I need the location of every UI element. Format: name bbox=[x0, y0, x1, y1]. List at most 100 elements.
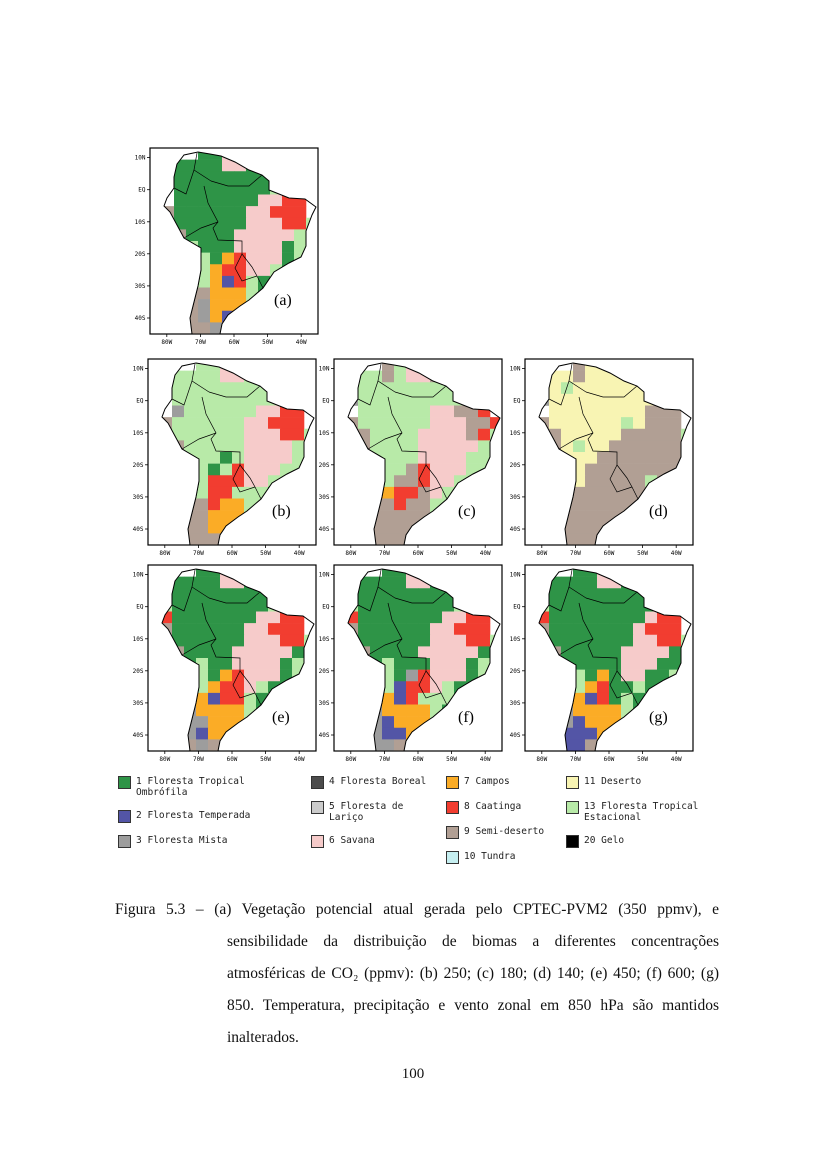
svg-text:70W: 70W bbox=[570, 756, 581, 763]
svg-text:40S: 40S bbox=[135, 315, 146, 322]
legend-color-swatch bbox=[446, 801, 459, 814]
svg-text:40W: 40W bbox=[480, 550, 491, 557]
svg-text:40S: 40S bbox=[133, 732, 144, 739]
legend-item-label: 6 Savana bbox=[329, 835, 375, 846]
legend-item-label: 5 Floresta de Lariço bbox=[329, 801, 404, 823]
panel-label-a: (a) bbox=[274, 292, 292, 309]
south-america-map-a: 10N EQ 10S 20S 30S 40S 80W 70W 60W 50W 40W (a) bbox=[135, 147, 319, 346]
south-america-map-f: 10N EQ 10S 20S 30S 40S 80W 70W 60W 50W 40W (f) bbox=[319, 564, 503, 763]
legend-item-label: 8 Caatinga bbox=[464, 801, 522, 812]
legend-color-swatch bbox=[446, 851, 459, 864]
legend-item-label: 9 Semi-deserto bbox=[464, 826, 545, 837]
svg-text:10S: 10S bbox=[133, 430, 144, 437]
svg-text:10N: 10N bbox=[510, 366, 521, 373]
svg-text:EQ: EQ bbox=[513, 604, 521, 611]
svg-text:60W: 60W bbox=[413, 756, 424, 763]
legend-item: 3 Floresta Mista bbox=[118, 835, 250, 848]
svg-text:60W: 60W bbox=[413, 550, 424, 557]
svg-text:20S: 20S bbox=[135, 251, 146, 258]
svg-text:60W: 60W bbox=[227, 756, 238, 763]
svg-text:80W: 80W bbox=[536, 550, 547, 557]
svg-text:10S: 10S bbox=[319, 636, 330, 643]
legend-item: 10 Tundra bbox=[446, 851, 544, 864]
svg-text:40S: 40S bbox=[510, 732, 521, 739]
svg-text:60W: 60W bbox=[604, 756, 615, 763]
svg-text:50W: 50W bbox=[262, 339, 273, 346]
svg-text:40W: 40W bbox=[294, 756, 305, 763]
south-america-map-g: 10N EQ 10S 20S 30S 40S 80W 70W 60W 50W 40W (g) bbox=[510, 564, 694, 763]
svg-text:10N: 10N bbox=[319, 572, 330, 579]
svg-text:70W: 70W bbox=[570, 550, 581, 557]
caption-line: atmosféricas de CO₂ (ppmv): (b) 250; (c)… bbox=[227, 965, 719, 982]
svg-text:EQ: EQ bbox=[513, 398, 521, 405]
svg-text:20S: 20S bbox=[510, 668, 521, 675]
svg-text:80W: 80W bbox=[536, 756, 547, 763]
svg-text:EQ: EQ bbox=[136, 398, 144, 405]
svg-text:50W: 50W bbox=[446, 756, 457, 763]
svg-text:60W: 60W bbox=[227, 550, 238, 557]
legend-column-4: 11 Deserto 13 Floresta Tropical Estacional… bbox=[566, 776, 698, 848]
legend-item: 9 Semi-deserto bbox=[446, 826, 544, 839]
svg-text:10N: 10N bbox=[133, 366, 144, 373]
svg-text:20S: 20S bbox=[133, 668, 144, 675]
svg-text:20S: 20S bbox=[319, 668, 330, 675]
svg-text:10N: 10N bbox=[133, 572, 144, 579]
svg-text:50W: 50W bbox=[446, 550, 457, 557]
map-panel-a: 10N EQ 10S 20S 30S 40S 80W 70W 60W 50W 40W (a) bbox=[124, 146, 324, 352]
panel-label-b: (b) bbox=[272, 503, 291, 520]
panel-label-e: (e) bbox=[272, 709, 290, 726]
legend-column-2: 4 Floresta Boreal 5 Floresta de Lariço 6 Sa… bbox=[311, 776, 426, 848]
legend-item: 6 Savana bbox=[311, 835, 426, 848]
svg-text:EQ: EQ bbox=[138, 187, 146, 194]
legend-item-label: 2 Floresta Temperada bbox=[136, 810, 251, 821]
svg-text:30S: 30S bbox=[319, 700, 330, 707]
svg-text:30S: 30S bbox=[133, 700, 144, 707]
svg-text:30S: 30S bbox=[135, 283, 146, 290]
legend-item: 13 Floresta Tropical Estacional bbox=[566, 801, 698, 823]
svg-text:80W: 80W bbox=[345, 756, 356, 763]
svg-text:50W: 50W bbox=[637, 550, 648, 557]
svg-text:10N: 10N bbox=[319, 366, 330, 373]
legend-color-swatch bbox=[566, 776, 579, 789]
svg-text:50W: 50W bbox=[637, 756, 648, 763]
legend-item-label: 10 Tundra bbox=[464, 851, 516, 862]
svg-text:10S: 10S bbox=[510, 636, 521, 643]
svg-text:40S: 40S bbox=[319, 732, 330, 739]
legend-color-swatch bbox=[118, 776, 131, 789]
caption-line: Figura 5.3 – (a) Vegetação potencial atu… bbox=[115, 901, 719, 918]
svg-text:30S: 30S bbox=[133, 494, 144, 501]
map-panel-g: 10N EQ 10S 20S 30S 40S 80W 70W 60W 50W 40W (g) bbox=[499, 563, 699, 769]
figure-caption: Figura 5.3 – (a) Vegetação potencial atu… bbox=[115, 894, 719, 1054]
legend-item-label: 13 Floresta Tropical Estacional bbox=[584, 801, 699, 823]
legend-item: 1 Floresta Tropical Ombrófila bbox=[118, 776, 250, 798]
svg-text:10S: 10S bbox=[319, 430, 330, 437]
map-panel-e: 10N EQ 10S 20S 30S 40S 80W 70W 60W 50W 40W (e) bbox=[122, 563, 322, 769]
legend-color-swatch bbox=[566, 835, 579, 848]
svg-text:40W: 40W bbox=[671, 550, 682, 557]
legend-item: 20 Gelo bbox=[566, 835, 698, 848]
panel-label-c: (c) bbox=[458, 503, 476, 520]
south-america-map-e: 10N EQ 10S 20S 30S 40S 80W 70W 60W 50W 40W (e) bbox=[133, 564, 317, 763]
legend-item-label: 3 Floresta Mista bbox=[136, 835, 228, 846]
svg-text:10N: 10N bbox=[510, 572, 521, 579]
svg-text:10S: 10S bbox=[133, 636, 144, 643]
svg-text:20S: 20S bbox=[319, 462, 330, 469]
legend-color-swatch bbox=[446, 826, 459, 839]
south-america-map-d: 10N EQ 10S 20S 30S 40S 80W 70W 60W 50W 40W (d) bbox=[510, 358, 694, 557]
map-panel-c: 10N EQ 10S 20S 30S 40S 80W 70W 60W 50W 40W (c) bbox=[308, 357, 508, 563]
svg-text:40W: 40W bbox=[671, 756, 682, 763]
legend-color-swatch bbox=[311, 776, 324, 789]
panel-label-d: (d) bbox=[649, 503, 668, 520]
panel-label-g: (g) bbox=[649, 709, 668, 726]
caption-line: 850. Temperatura, precipitação e vento z… bbox=[227, 997, 719, 1014]
svg-text:EQ: EQ bbox=[136, 604, 144, 611]
svg-text:80W: 80W bbox=[345, 550, 356, 557]
legend-item: 8 Caatinga bbox=[446, 801, 544, 814]
legend-item-label: 20 Gelo bbox=[584, 835, 625, 846]
legend-item: 4 Floresta Boreal bbox=[311, 776, 426, 789]
legend-color-swatch bbox=[311, 801, 324, 814]
svg-text:60W: 60W bbox=[604, 550, 615, 557]
caption-line: sensibilidade da distribuição de biomas … bbox=[227, 933, 719, 950]
svg-text:80W: 80W bbox=[159, 550, 170, 557]
